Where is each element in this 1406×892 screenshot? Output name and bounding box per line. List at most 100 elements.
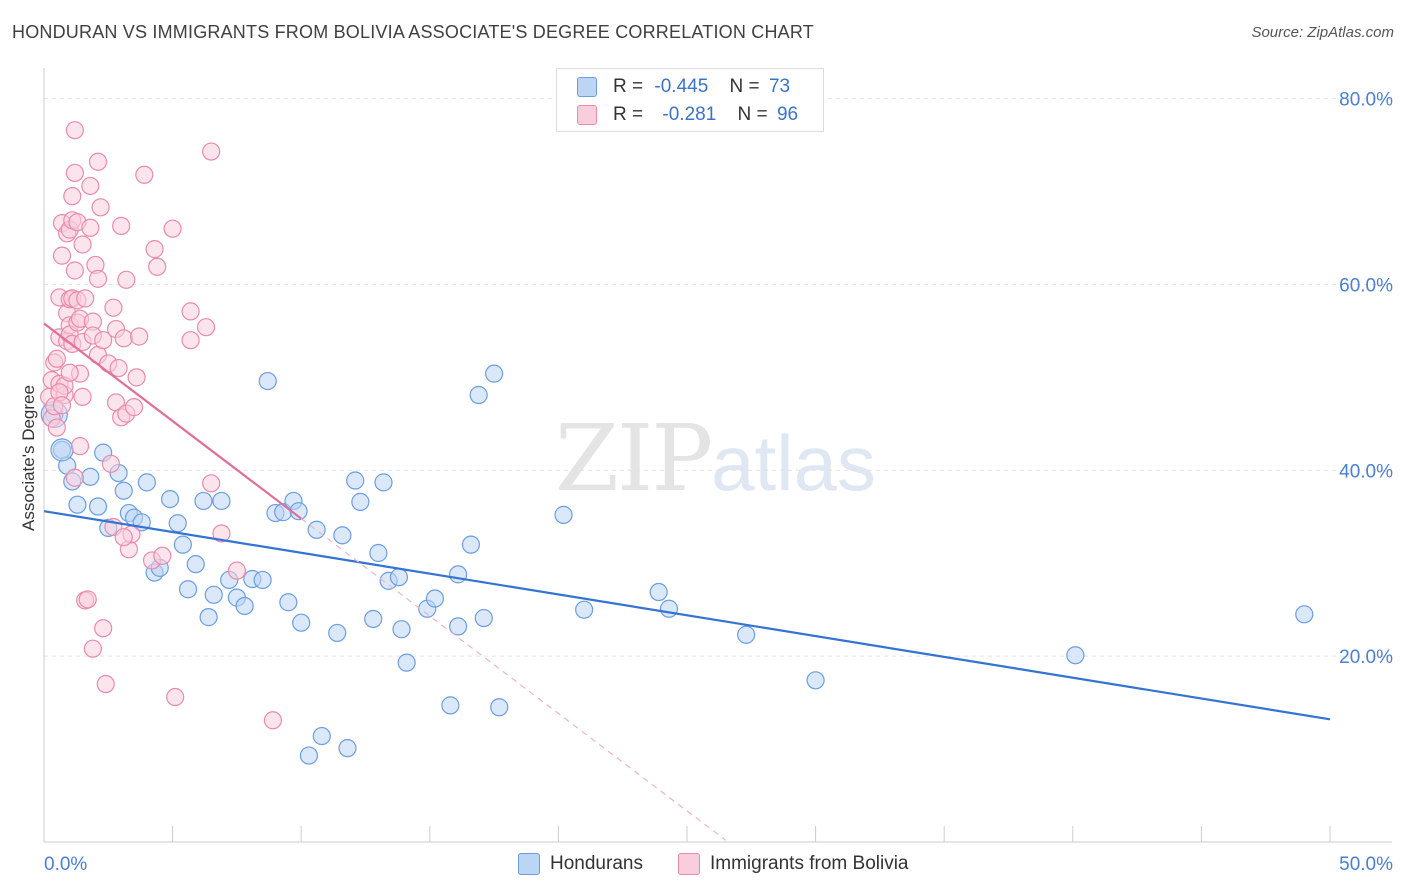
watermark-atlas: atlas (711, 419, 876, 507)
bolivia-point (135, 165, 154, 184)
bolivia-point (124, 398, 144, 417)
honduran-point (204, 585, 223, 604)
bolivia-point (127, 368, 146, 387)
axes (43, 68, 1392, 843)
x-tick-label: 50.0% (1339, 854, 1393, 875)
honduran-point (279, 593, 298, 612)
x-tick-label: 0.0% (44, 854, 87, 875)
honduran-point (160, 490, 180, 509)
honduran-point (299, 746, 319, 765)
bolivia-point (83, 639, 102, 658)
bolivia-point (73, 387, 92, 406)
bolivia-point (114, 329, 133, 348)
bolivia-point (148, 257, 167, 276)
legend-n-value: 73 (768, 76, 791, 97)
bolivia-trend-extension (300, 518, 726, 841)
legend-r-value: -0.445 (654, 76, 709, 97)
honduran-point (351, 492, 370, 511)
honduran-point (292, 613, 311, 632)
bolivia-point (65, 121, 84, 140)
legend-swatch-hondurans (577, 77, 597, 97)
honduran-point (649, 582, 668, 602)
bolivia-point (88, 152, 108, 171)
bolivia-point (109, 358, 128, 378)
bolivia-point (65, 468, 84, 487)
legend-label-bolivia: Immigrants from Bolivia (710, 853, 909, 874)
bolivia-point (130, 327, 149, 346)
bolivia-point (202, 474, 221, 493)
bolivia-point (81, 218, 100, 237)
bolivia-point (94, 331, 113, 350)
honduran-point (307, 520, 326, 539)
bolivia-point (101, 454, 120, 473)
legend-r-label: R = (613, 76, 644, 97)
honduran-point (485, 364, 504, 383)
honduran-point (469, 385, 488, 405)
watermark-zip: ZIP (555, 405, 713, 512)
hondurans-trend-line (43, 510, 1331, 721)
honduran-point (737, 625, 756, 644)
honduran-point (425, 589, 445, 608)
honduran-point (258, 371, 277, 391)
honduran-point (199, 608, 218, 627)
bolivia-point (117, 270, 136, 289)
bolivia-point (181, 331, 200, 350)
honduran-point (554, 505, 573, 524)
honduran-point (369, 543, 388, 563)
source-label: Source: ZipAtlas.com (1251, 24, 1394, 41)
honduran-point (168, 514, 187, 533)
bolivia-point (227, 561, 246, 580)
honduran-point (235, 596, 254, 616)
honduran-point (346, 471, 365, 490)
bolivia-point (104, 298, 123, 317)
bolivia-point (196, 318, 216, 337)
bolivia-point (76, 289, 95, 308)
honduran-point (333, 526, 352, 545)
bolivia-point (163, 219, 182, 238)
honduran-point (397, 653, 416, 672)
honduran-point (392, 620, 411, 639)
bolivia-point (181, 302, 200, 321)
honduran-point (374, 473, 393, 492)
legend-swatch-bolivia (678, 853, 700, 875)
y-tick-label: 80.0% (1339, 90, 1393, 111)
honduran-point (441, 696, 460, 715)
legend-swatch-hondurans (518, 853, 540, 875)
bolivia-point (47, 349, 66, 368)
legend-item-bolivia[interactable]: Immigrants from Bolivia (678, 852, 909, 876)
honduran-point-large (50, 438, 74, 462)
honduran-point (1295, 605, 1314, 624)
bolivia-point (70, 437, 90, 456)
legend-n-value: 96 (776, 104, 799, 125)
honduran-point (461, 535, 481, 554)
honduran-point (474, 608, 493, 628)
honduran-point (312, 726, 331, 746)
bolivia-point (91, 198, 110, 217)
y-tick-label: 60.0% (1339, 275, 1393, 296)
bolivia-point (88, 269, 108, 288)
honduran-point (389, 568, 409, 587)
bolivia-point (153, 546, 172, 565)
hondurans-points (40, 364, 1314, 765)
legend-r-label: R = (613, 104, 644, 125)
honduran-point (194, 491, 213, 511)
honduran-point (68, 495, 87, 514)
honduran-point (186, 555, 205, 574)
legend-stats-hondurans: R = -0.445 N = 73 (613, 76, 790, 98)
honduran-point (88, 497, 108, 516)
honduran-point (253, 570, 272, 590)
bolivia-point (96, 674, 115, 694)
bolivia-points (40, 121, 283, 730)
honduran-point (173, 535, 192, 554)
legend-label-hondurans: Hondurans (550, 853, 643, 874)
series-legend: Hondurans Immigrants from Bolivia (0, 852, 1406, 878)
honduran-point (448, 617, 468, 636)
legend-item-hondurans[interactable]: Hondurans (518, 852, 643, 876)
bolivia-point (94, 619, 113, 638)
bolivia-point (47, 418, 66, 437)
legend-n-label: N = (737, 104, 768, 125)
bolivia-point (112, 216, 131, 235)
honduran-point (364, 609, 383, 629)
bolivia-point (73, 235, 92, 254)
honduran-point (806, 671, 825, 690)
